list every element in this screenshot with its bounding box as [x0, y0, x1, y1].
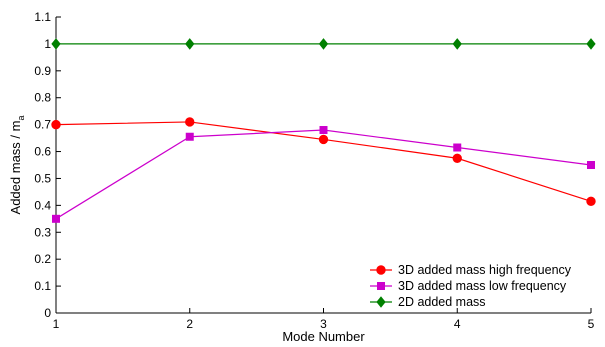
- data-point: [51, 38, 61, 50]
- x-tick-label: 3: [320, 317, 327, 331]
- x-tick-label: 1: [53, 317, 60, 331]
- data-point: [318, 134, 329, 145]
- legend-marker: [376, 265, 386, 275]
- series-1: [51, 117, 596, 207]
- data-point: [586, 196, 596, 207]
- x-tick-label: 4: [454, 317, 461, 331]
- y-tick-label: 0.9: [34, 64, 51, 78]
- data-point: [185, 132, 194, 141]
- legend-label: 3D added mass low frequency: [398, 279, 567, 293]
- x-axis-label: Mode Number: [282, 329, 365, 344]
- x-tick-label: 5: [588, 317, 595, 331]
- y-tick-label: 0: [44, 306, 51, 320]
- legend-item: 3D added mass high frequency: [370, 263, 572, 277]
- data-point: [185, 38, 195, 50]
- data-point: [452, 153, 462, 163]
- x-tick-label: 2: [186, 317, 193, 331]
- x-ticks: 1 2 3 4 5: [53, 308, 595, 331]
- y-tick-label: 0.2: [34, 252, 51, 266]
- legend-marker: [376, 296, 386, 308]
- data-point: [51, 119, 61, 130]
- data-point: [185, 117, 195, 127]
- y-tick-label: 0.4: [34, 198, 51, 212]
- data-point: [318, 38, 329, 50]
- legend: 3D added mass high frequency 3D added mas…: [370, 263, 572, 309]
- legend-item: 2D added mass: [370, 295, 486, 309]
- legend-label: 2D added mass: [398, 295, 486, 309]
- legend-item: 3D added mass low frequency: [370, 279, 567, 293]
- data-point: [52, 214, 60, 223]
- legend-marker: [377, 282, 385, 290]
- series-2: [52, 126, 595, 223]
- y-tick-label: 0.7: [34, 118, 51, 132]
- data-point: [452, 38, 462, 50]
- y-axis-label: Added mass / ma: [8, 116, 26, 215]
- y-tick-label: 0.8: [34, 91, 51, 105]
- plot-area: 0 0.1 0.2 0.3 0.4 0.5 0.6 0.7 0.8 0.9 1 1.1 1 2 3 4 5: [34, 10, 596, 331]
- legend-label: 3D added mass high frequency: [398, 263, 572, 277]
- y-tick-label: 1: [44, 37, 51, 51]
- y-tick-label: 1.1: [34, 10, 51, 24]
- series-layer: [51, 38, 596, 223]
- y-tick-label: 0.1: [34, 279, 51, 293]
- y-tick-label: 0.5: [34, 171, 51, 185]
- y-axis-label-main: Added mass / m: [8, 121, 23, 215]
- y-tick-label: 0.6: [34, 145, 51, 159]
- data-point: [319, 126, 328, 135]
- y-axis-label-subscript: a: [16, 116, 26, 121]
- data-point: [587, 161, 595, 169]
- data-point: [586, 38, 596, 50]
- series-3: [51, 38, 596, 50]
- y-ticks: 0 0.1 0.2 0.3 0.4 0.5 0.6 0.7 0.8 0.9 1 1.1: [34, 10, 61, 320]
- data-point: [453, 143, 462, 152]
- y-tick-label: 0.3: [34, 225, 51, 239]
